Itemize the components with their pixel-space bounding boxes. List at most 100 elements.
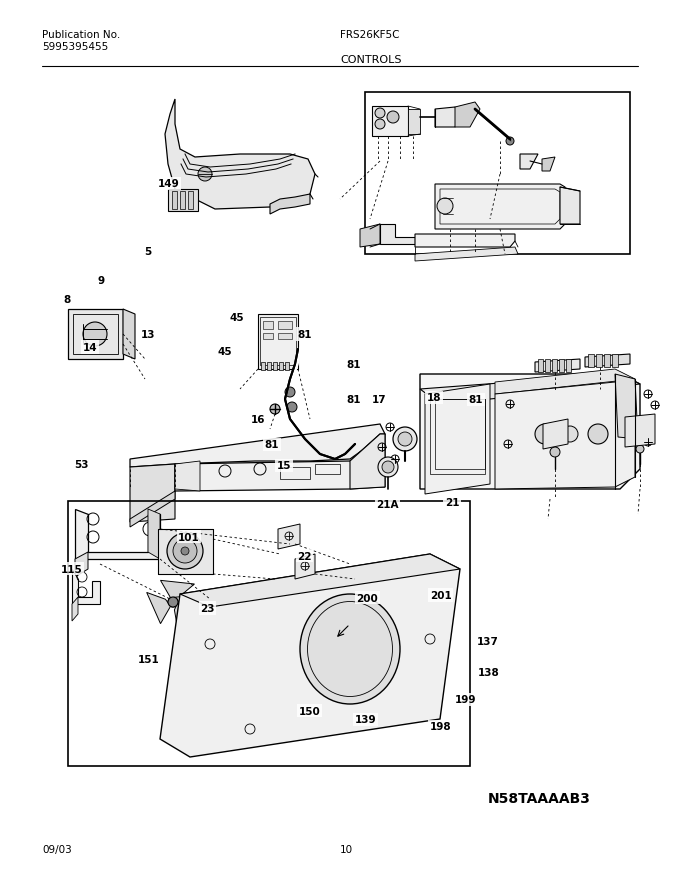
Text: 53: 53 — [74, 460, 89, 470]
Text: 137: 137 — [477, 636, 499, 647]
Text: 18: 18 — [426, 393, 441, 403]
Text: Publication No.: Publication No. — [42, 30, 120, 40]
Bar — [267, 362, 271, 370]
Bar — [260, 318, 296, 366]
Text: 22: 22 — [297, 551, 312, 561]
Polygon shape — [585, 355, 630, 368]
Text: 151: 151 — [137, 654, 159, 665]
Polygon shape — [625, 415, 655, 448]
Polygon shape — [130, 464, 175, 522]
Bar — [430, 400, 485, 474]
Text: 14: 14 — [82, 342, 97, 353]
Bar — [280, 468, 310, 480]
Polygon shape — [295, 554, 315, 580]
Circle shape — [387, 112, 399, 124]
Polygon shape — [542, 158, 555, 172]
Polygon shape — [72, 569, 100, 604]
Text: 115: 115 — [61, 564, 82, 574]
Text: 200: 200 — [356, 593, 378, 603]
Polygon shape — [130, 492, 175, 527]
Circle shape — [506, 138, 514, 146]
Circle shape — [562, 427, 578, 442]
Circle shape — [287, 402, 297, 413]
Polygon shape — [420, 375, 640, 489]
Polygon shape — [415, 248, 518, 262]
Text: 81: 81 — [469, 395, 483, 405]
Circle shape — [167, 534, 203, 569]
Circle shape — [168, 597, 178, 607]
Circle shape — [437, 199, 453, 215]
Text: 201: 201 — [430, 590, 452, 600]
Circle shape — [393, 428, 417, 452]
Polygon shape — [165, 100, 315, 209]
Circle shape — [181, 547, 189, 555]
Polygon shape — [425, 385, 490, 494]
Bar — [258, 315, 298, 369]
Text: 150: 150 — [299, 706, 320, 716]
Bar — [552, 360, 557, 373]
Bar — [188, 192, 193, 209]
Bar — [261, 362, 265, 370]
Polygon shape — [75, 553, 88, 577]
Polygon shape — [123, 309, 135, 360]
Bar — [180, 192, 185, 209]
Polygon shape — [175, 461, 200, 492]
Bar — [588, 355, 594, 368]
Bar — [279, 362, 283, 370]
Polygon shape — [350, 434, 385, 489]
Bar — [278, 334, 292, 340]
Polygon shape — [75, 509, 160, 560]
Polygon shape — [535, 360, 580, 373]
Polygon shape — [495, 369, 635, 395]
Polygon shape — [455, 103, 480, 128]
Text: 199: 199 — [455, 694, 477, 705]
Text: 81: 81 — [346, 395, 361, 405]
Circle shape — [375, 109, 385, 119]
Bar — [604, 355, 610, 368]
Text: 81: 81 — [265, 440, 279, 450]
Text: 81: 81 — [297, 329, 312, 340]
Circle shape — [285, 388, 295, 397]
Polygon shape — [160, 580, 194, 598]
Bar — [172, 192, 177, 209]
Text: 198: 198 — [430, 721, 452, 732]
Polygon shape — [278, 524, 300, 549]
Text: 101: 101 — [178, 532, 200, 542]
Polygon shape — [180, 554, 460, 607]
Polygon shape — [435, 185, 565, 229]
Bar — [612, 355, 618, 368]
Text: 21A: 21A — [376, 499, 399, 509]
Circle shape — [198, 168, 212, 182]
Circle shape — [173, 540, 197, 563]
Text: FRS26KF5C: FRS26KF5C — [340, 30, 400, 40]
Text: 17: 17 — [372, 395, 387, 405]
Bar — [545, 360, 550, 373]
Text: 81: 81 — [346, 360, 361, 370]
Text: CONTROLS: CONTROLS — [340, 55, 401, 65]
Text: 16: 16 — [251, 415, 266, 425]
Bar — [73, 315, 118, 355]
Bar — [596, 355, 602, 368]
Bar — [435, 400, 485, 469]
Polygon shape — [148, 509, 160, 560]
Polygon shape — [174, 602, 198, 630]
Polygon shape — [520, 155, 538, 169]
Ellipse shape — [300, 594, 400, 704]
Text: 09/03: 09/03 — [42, 844, 72, 854]
Circle shape — [535, 425, 555, 444]
Polygon shape — [160, 554, 460, 757]
Circle shape — [168, 597, 178, 607]
Text: 5: 5 — [145, 247, 152, 257]
Bar — [158, 529, 213, 574]
Bar — [559, 360, 564, 373]
Circle shape — [550, 448, 560, 457]
Polygon shape — [380, 225, 415, 245]
Bar — [315, 464, 340, 474]
Polygon shape — [435, 108, 460, 128]
Polygon shape — [360, 225, 380, 248]
Text: 9: 9 — [97, 275, 104, 286]
Polygon shape — [560, 188, 580, 225]
Bar — [285, 362, 289, 370]
Polygon shape — [270, 195, 310, 215]
Polygon shape — [615, 375, 638, 440]
